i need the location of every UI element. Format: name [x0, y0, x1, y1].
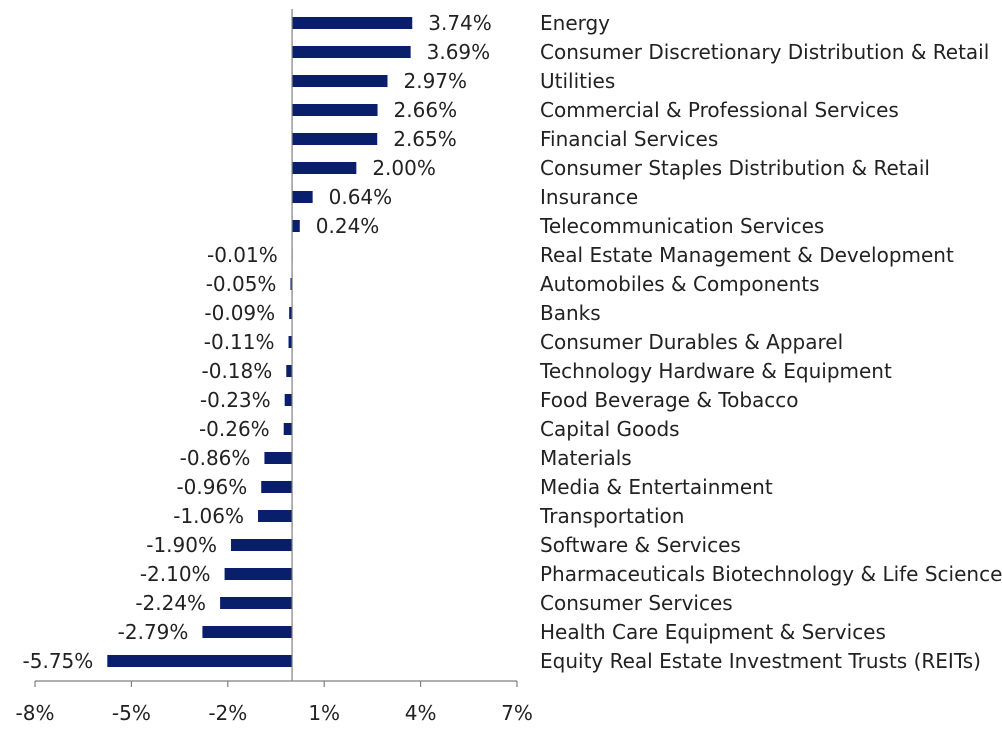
bar-17 — [258, 510, 293, 522]
category-label-2: Utilities — [540, 69, 615, 93]
bar-20 — [220, 597, 293, 609]
bar-11 — [288, 336, 293, 348]
value-label-0: 3.74% — [428, 11, 492, 35]
category-label-3: Commercial & Professional Services — [540, 98, 899, 122]
value-label-4: 2.65% — [393, 127, 457, 151]
category-label-5: Consumer Staples Distribution & Retail — [540, 156, 930, 180]
value-label-20: -2.24% — [135, 591, 206, 615]
bar-21 — [202, 626, 293, 638]
value-label-15: -0.86% — [180, 446, 251, 470]
bar-22 — [107, 655, 293, 667]
value-label-19: -2.10% — [140, 562, 211, 586]
x-tick-label-2: -2% — [208, 701, 247, 725]
x-tick-label-0: -8% — [16, 701, 55, 725]
value-label-9: -0.05% — [206, 272, 277, 296]
bar-16 — [261, 481, 293, 493]
bar-0 — [292, 17, 413, 29]
category-label-18: Software & Services — [540, 533, 741, 557]
category-label-4: Financial Services — [540, 127, 718, 151]
category-label-14: Capital Goods — [540, 417, 680, 441]
value-label-21: -2.79% — [118, 620, 189, 644]
value-label-22: -5.75% — [23, 649, 94, 673]
value-label-11: -0.11% — [204, 330, 275, 354]
bar-15 — [264, 452, 293, 464]
category-label-11: Consumer Durables & Apparel — [540, 330, 843, 354]
bar-19 — [224, 568, 293, 580]
bar-2 — [292, 75, 388, 87]
category-label-15: Materials — [540, 446, 632, 470]
category-label-9: Automobiles & Components — [540, 272, 820, 296]
bar-14 — [283, 423, 293, 435]
category-label-19: Pharmaceuticals Biotechnology & Life Sci… — [540, 562, 1002, 586]
category-label-12: Technology Hardware & Equipment — [539, 359, 892, 383]
bar-7 — [292, 220, 300, 232]
bar-6 — [292, 191, 313, 203]
value-label-13: -0.23% — [200, 388, 271, 412]
bar-1 — [292, 46, 411, 58]
value-label-5: 2.00% — [372, 156, 436, 180]
value-label-3: 2.66% — [394, 98, 458, 122]
axis-layer — [34, 9, 518, 687]
category-label-20: Consumer Services — [540, 591, 733, 615]
value-label-14: -0.26% — [199, 417, 270, 441]
value-label-10: -0.09% — [204, 301, 275, 325]
value-label-18: -1.90% — [146, 533, 217, 557]
category-label-22: Equity Real Estate Investment Trusts (RE… — [540, 649, 981, 673]
category-label-17: Transportation — [539, 504, 684, 528]
x-tick-label-1: -5% — [112, 701, 151, 725]
value-label-7: 0.24% — [316, 214, 380, 238]
value-label-2: 2.97% — [404, 69, 468, 93]
bar-18 — [231, 539, 293, 551]
value-label-12: -0.18% — [202, 359, 273, 383]
category-label-7: Telecommunication Services — [539, 214, 824, 238]
category-label-16: Media & Entertainment — [540, 475, 773, 499]
bars-layer — [107, 17, 413, 667]
category-label-0: Energy — [540, 11, 610, 35]
category-label-13: Food Beverage & Tobacco — [540, 388, 799, 412]
category-label-10: Banks — [540, 301, 601, 325]
x-tick-label-3: 1% — [308, 701, 340, 725]
value-label-1: 3.69% — [427, 40, 491, 64]
bar-3 — [292, 104, 378, 116]
x-tick-label-5: 7% — [501, 701, 533, 725]
bar-10 — [289, 307, 293, 319]
value-label-17: -1.06% — [173, 504, 244, 528]
bar-9 — [290, 278, 293, 290]
value-label-8: -0.01% — [207, 243, 278, 267]
category-label-1: Consumer Discretionary Distribution & Re… — [540, 40, 989, 64]
x-tick-label-4: 4% — [405, 701, 437, 725]
bar-12 — [286, 365, 293, 377]
bar-5 — [292, 162, 357, 174]
bar-13 — [284, 394, 293, 406]
labels-layer: 3.74% Energy 3.69% Consumer Discretionary D… — [16, 11, 1002, 725]
value-label-16: -0.96% — [176, 475, 247, 499]
category-label-21: Health Care Equipment & Services — [540, 620, 886, 644]
bar-4 — [292, 133, 378, 145]
value-label-6: 0.64% — [329, 185, 393, 209]
category-label-8: Real Estate Management & Development — [540, 243, 954, 267]
category-label-6: Insurance — [540, 185, 638, 209]
